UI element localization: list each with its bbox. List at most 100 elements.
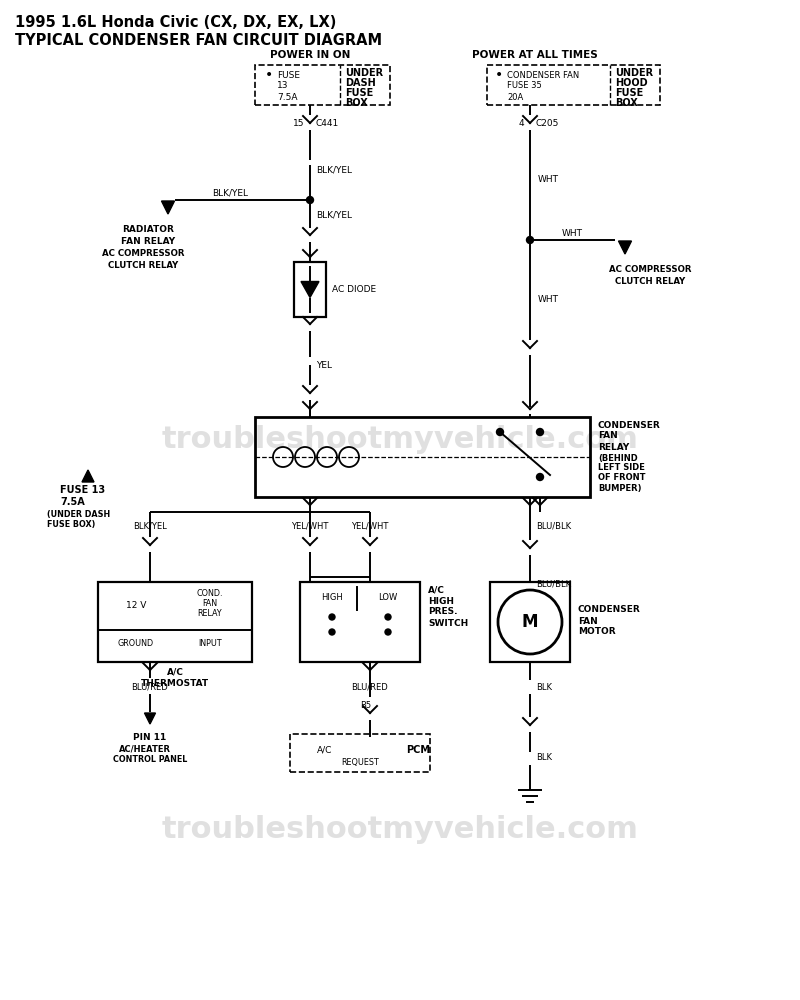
Bar [487, 65, 660, 105]
Text: BLU/RED: BLU/RED [132, 682, 168, 692]
Text: YEL/WHT: YEL/WHT [351, 522, 389, 530]
Circle shape [306, 196, 314, 204]
Text: THERMOSTAT: THERMOSTAT [141, 678, 209, 688]
Text: CONDENSER: CONDENSER [598, 420, 661, 430]
Text: PCM: PCM [406, 745, 430, 755]
Text: A/C: A/C [318, 746, 333, 754]
Text: WHT: WHT [562, 229, 582, 237]
Text: CONTROL PANEL: CONTROL PANEL [113, 756, 187, 764]
Circle shape [526, 236, 534, 243]
Text: FUSE 35: FUSE 35 [507, 82, 542, 91]
Text: 1995 1.6L Honda Civic (CX, DX, EX, LX): 1995 1.6L Honda Civic (CX, DX, EX, LX) [15, 15, 336, 30]
Text: CLUTCH RELAY: CLUTCH RELAY [615, 276, 685, 286]
Text: SWITCH: SWITCH [428, 618, 468, 628]
Text: OF FRONT: OF FRONT [598, 474, 646, 483]
Text: BLK/YEL: BLK/YEL [316, 211, 352, 220]
Text: BLK: BLK [536, 754, 552, 762]
Circle shape [385, 614, 391, 620]
Text: WHT: WHT [538, 296, 559, 304]
Text: CONDENSER: CONDENSER [578, 605, 641, 614]
Text: 12 V: 12 V [126, 601, 146, 610]
Text: UNDER: UNDER [345, 68, 383, 78]
Polygon shape [618, 241, 631, 254]
Text: YEL: YEL [316, 360, 332, 369]
Text: 15: 15 [293, 118, 304, 127]
Text: 20A: 20A [507, 93, 523, 102]
Text: PIN 11: PIN 11 [134, 734, 166, 742]
Text: FAN RELAY: FAN RELAY [121, 236, 175, 245]
Text: BOX: BOX [615, 98, 638, 108]
Text: HIGH: HIGH [428, 596, 454, 605]
Text: •: • [495, 68, 503, 82]
Polygon shape [162, 201, 174, 214]
Bar [98, 582, 252, 662]
Text: FAN: FAN [202, 599, 218, 608]
Bar [255, 65, 390, 105]
Text: POWER IN ON: POWER IN ON [270, 50, 350, 60]
Text: 13: 13 [277, 82, 289, 91]
Text: M: M [522, 613, 538, 631]
Text: CLUTCH RELAY: CLUTCH RELAY [108, 260, 178, 269]
Polygon shape [82, 470, 94, 482]
Circle shape [537, 428, 543, 436]
Text: INPUT: INPUT [198, 640, 222, 648]
Text: WHT: WHT [538, 176, 559, 184]
Text: AC/HEATER: AC/HEATER [119, 744, 171, 754]
Circle shape [497, 428, 503, 436]
Text: DASH: DASH [345, 78, 376, 88]
Text: BLU/BLK: BLU/BLK [536, 580, 571, 588]
Text: RADIATOR: RADIATOR [122, 226, 174, 234]
Text: YEL/WHT: YEL/WHT [291, 522, 329, 530]
Text: LEFT SIDE: LEFT SIDE [598, 464, 645, 473]
Text: A/C: A/C [428, 585, 445, 594]
Text: 7.5A: 7.5A [277, 93, 298, 102]
Text: RELAY: RELAY [598, 442, 630, 452]
Text: UNDER: UNDER [615, 68, 653, 78]
Text: 4: 4 [518, 118, 524, 127]
Text: CONDENSER FAN: CONDENSER FAN [507, 70, 579, 80]
Text: (BEHIND: (BEHIND [598, 454, 638, 462]
Text: FUSE: FUSE [277, 70, 300, 80]
Polygon shape [301, 282, 319, 298]
Text: BLU/RED: BLU/RED [352, 682, 388, 692]
Polygon shape [145, 713, 155, 724]
Text: C205: C205 [536, 118, 559, 127]
Text: PRES.: PRES. [428, 607, 458, 616]
Text: BLK/YEL: BLK/YEL [212, 188, 248, 198]
Bar [300, 582, 420, 662]
Text: C441: C441 [316, 118, 339, 127]
Bar [490, 582, 570, 662]
Text: BLK: BLK [536, 682, 552, 692]
Text: HIGH: HIGH [321, 592, 343, 601]
Text: HOOD: HOOD [615, 78, 648, 88]
Text: •: • [265, 68, 274, 82]
Text: MOTOR: MOTOR [578, 628, 616, 637]
Circle shape [537, 474, 543, 481]
Text: FAN: FAN [578, 616, 598, 626]
Text: FAN: FAN [598, 432, 618, 440]
Text: COND.: COND. [197, 589, 223, 598]
Text: 7.5A: 7.5A [60, 497, 85, 507]
Text: LOW: LOW [378, 592, 398, 601]
Text: troubleshootmyvehicle.com: troubleshootmyvehicle.com [162, 816, 638, 844]
Text: RELAY: RELAY [198, 609, 222, 618]
Text: A/C: A/C [166, 668, 183, 676]
Circle shape [385, 629, 391, 635]
Text: POWER AT ALL TIMES: POWER AT ALL TIMES [472, 50, 598, 60]
Text: AC COMPRESSOR: AC COMPRESSOR [102, 249, 184, 258]
Text: FUSE 13: FUSE 13 [60, 485, 105, 495]
Bar [255, 417, 590, 497]
Text: BLK/YEL: BLK/YEL [316, 165, 352, 174]
Text: AC DIODE: AC DIODE [332, 285, 376, 294]
Text: AC COMPRESSOR: AC COMPRESSOR [609, 265, 691, 274]
Bar [294, 262, 326, 317]
Text: FUSE: FUSE [615, 88, 643, 98]
Text: FUSE: FUSE [345, 88, 374, 98]
Text: FUSE BOX): FUSE BOX) [47, 520, 95, 528]
Text: GROUND: GROUND [118, 640, 154, 648]
Text: BUMPER): BUMPER) [598, 484, 642, 492]
Text: (UNDER DASH: (UNDER DASH [47, 510, 110, 518]
Circle shape [329, 614, 335, 620]
Text: BLU/BLK: BLU/BLK [536, 522, 571, 530]
Text: troubleshootmyvehicle.com: troubleshootmyvehicle.com [162, 426, 638, 454]
